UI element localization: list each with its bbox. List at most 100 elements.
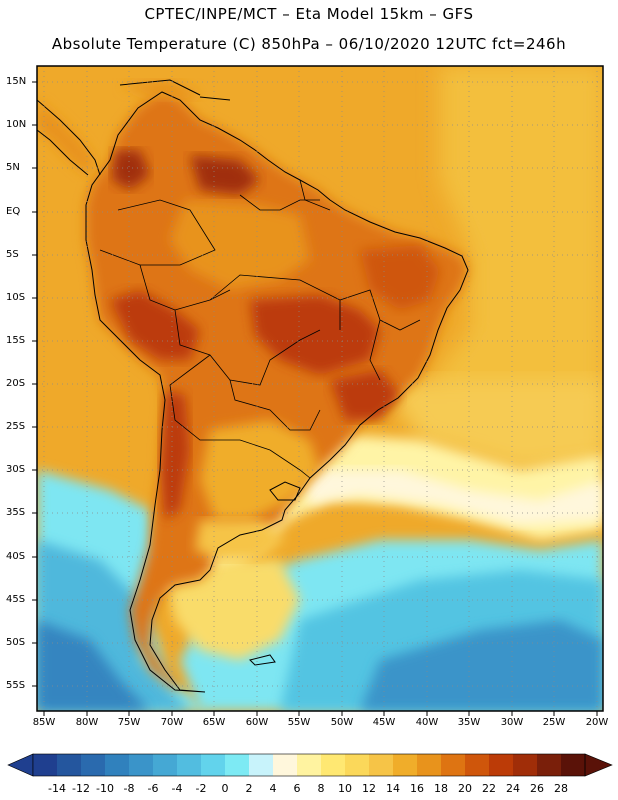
colorbar-swatch	[417, 754, 442, 776]
colorbar-tick-label: 24	[506, 782, 520, 795]
country-borders	[99, 179, 421, 479]
caribbean-islands-outline	[119, 79, 231, 101]
lon-label: 65W	[202, 717, 226, 728]
falklands-outline	[249, 654, 276, 666]
colorbar-tick-label: 12	[362, 782, 376, 795]
lat-label: 45S	[6, 594, 26, 605]
colorbar-swatch	[441, 754, 466, 776]
lon-label: 45W	[372, 717, 396, 728]
pacific-coldest-zone	[37, 620, 150, 711]
colorbar-tick-label: 28	[554, 782, 568, 795]
colorbar-swatch	[465, 754, 490, 776]
lon-label: 30W	[500, 717, 524, 728]
lat-label: 5N	[6, 162, 20, 173]
colorbar-swatch	[393, 754, 418, 776]
lon-label: 20W	[585, 717, 609, 728]
plata-estuary-outline	[269, 481, 301, 501]
colorbar-swatch	[297, 754, 322, 776]
andean-slope-hot-core	[160, 390, 190, 520]
map-field	[37, 66, 603, 711]
lat-label: 10N	[6, 119, 27, 130]
colorbar-tick-label: -12	[72, 782, 90, 795]
colorbar-swatch	[81, 754, 106, 776]
colorbar-tick-label: -2	[195, 782, 207, 795]
pale-band	[300, 470, 603, 525]
lat-label: 25S	[6, 421, 26, 432]
colorbar-swatch	[321, 754, 346, 776]
lon-label: 40W	[415, 717, 439, 728]
colorbar-swatch	[249, 754, 274, 776]
lat-label: EQ	[6, 206, 21, 217]
colorbar-swatch	[201, 754, 226, 776]
pampas-orange-zone	[200, 420, 320, 520]
colorbar	[7, 753, 613, 777]
lon-label: 35W	[457, 717, 481, 728]
colorbar-tick-label: -14	[48, 782, 66, 795]
axis-ticks	[32, 81, 598, 716]
lat-label: 20S	[6, 378, 26, 389]
colorbar-swatch	[105, 754, 130, 776]
colorbar-swatch	[345, 754, 370, 776]
colorbar-tick-label: 10	[338, 782, 352, 795]
colorbar-frame	[32, 753, 586, 777]
map-title-line2: Absolute Temperature (C) 850hPa – 06/10/…	[51, 35, 567, 53]
lat-label: 5S	[6, 249, 19, 260]
colorbar-tick-label: -8	[123, 782, 135, 795]
atlantic-warm-zone	[430, 66, 603, 450]
colorbar-high-arrow	[584, 753, 613, 777]
colorbar-swatch	[225, 754, 250, 776]
andes-hot-core	[110, 290, 200, 360]
colorbar-swatch	[273, 754, 298, 776]
amazon-orange-zone	[170, 200, 310, 290]
colorbar-swatch	[177, 754, 202, 776]
atlantic-yellow-zone	[380, 380, 603, 470]
colorbar-swatch	[153, 754, 178, 776]
lat-label: 40S	[6, 551, 26, 562]
northeast-hot-core	[360, 245, 440, 310]
colorbar-tick-label: 18	[434, 782, 448, 795]
lon-label: 60W	[245, 717, 269, 728]
central-america-coastline	[37, 99, 101, 176]
colorbar-swatch	[33, 754, 58, 776]
venezuela-hot-core	[190, 155, 260, 195]
central-america-zone	[37, 100, 95, 175]
colorbar-tick-label: 26	[530, 782, 544, 795]
lat-label: 15N	[6, 76, 27, 87]
map-frame	[36, 65, 604, 712]
colorbar-tick-label: 2	[245, 782, 253, 795]
lon-label: 85W	[32, 717, 56, 728]
colorbar-tick-label: -10	[96, 782, 114, 795]
colorbar-swatch	[513, 754, 538, 776]
colorbar-swatch	[537, 754, 562, 776]
colorbar-tick-label: 8	[317, 782, 325, 795]
central-brazil-hot-core	[250, 295, 380, 375]
colorbar-swatch	[129, 754, 154, 776]
lat-label: 10S	[6, 292, 26, 303]
colorbar-tick-label: 22	[482, 782, 496, 795]
lat-label: 50S	[6, 637, 26, 648]
colorbar-tick-label: 20	[458, 782, 472, 795]
colorbar-swatch	[57, 754, 82, 776]
lon-label: 25W	[542, 717, 566, 728]
lon-label: 50W	[330, 717, 354, 728]
lon-label: 80W	[75, 717, 99, 728]
colorbar-swatch	[489, 754, 514, 776]
colorbar-tick-label: 0	[221, 782, 229, 795]
colorbar-tick-label: 6	[293, 782, 301, 795]
lon-label: 75W	[117, 717, 141, 728]
lat-label: 15S	[6, 335, 26, 346]
colorbar-tick-label: 14	[386, 782, 400, 795]
shelf-yellow-zone	[165, 560, 300, 660]
central-america-pacific-coastline	[37, 129, 89, 176]
lon-label: 55W	[287, 717, 311, 728]
lat-label: 35S	[6, 507, 26, 518]
colorbar-low-arrow	[7, 753, 34, 777]
lat-label: 55S	[6, 680, 26, 691]
colorbar-tick-label: 4	[269, 782, 277, 795]
colorbar-tick-label: -6	[147, 782, 159, 795]
colorbar-swatch	[561, 754, 586, 776]
lat-label: 30S	[6, 464, 26, 475]
colorbar-swatch	[369, 754, 394, 776]
colorbar-tick-label: 16	[410, 782, 424, 795]
